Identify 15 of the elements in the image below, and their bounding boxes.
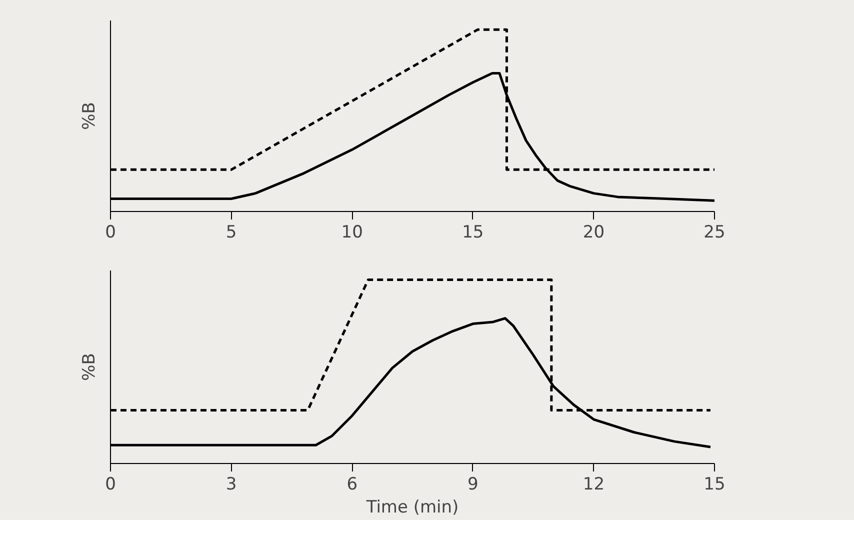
y-axis-title: %B <box>80 353 100 381</box>
x-tick-label: 0 <box>105 474 116 494</box>
x-tick-label: 5 <box>226 222 237 242</box>
y-axis-title: %B <box>80 102 100 130</box>
x-tick-label: 10 <box>341 222 363 242</box>
x-tick-label: 12 <box>582 474 605 494</box>
x-axis-title: Time (min) <box>365 498 459 518</box>
x-tick-label: 3 <box>226 474 237 494</box>
x-tick-label: 0 <box>105 222 116 242</box>
x-tick-label: 20 <box>582 222 605 242</box>
x-tick-label: 25 <box>704 222 726 242</box>
x-tick-label: 15 <box>704 474 726 494</box>
x-tick-label: 6 <box>346 474 358 494</box>
x-tick-label: 15 <box>462 222 484 242</box>
x-tick-label: 9 <box>467 474 478 494</box>
